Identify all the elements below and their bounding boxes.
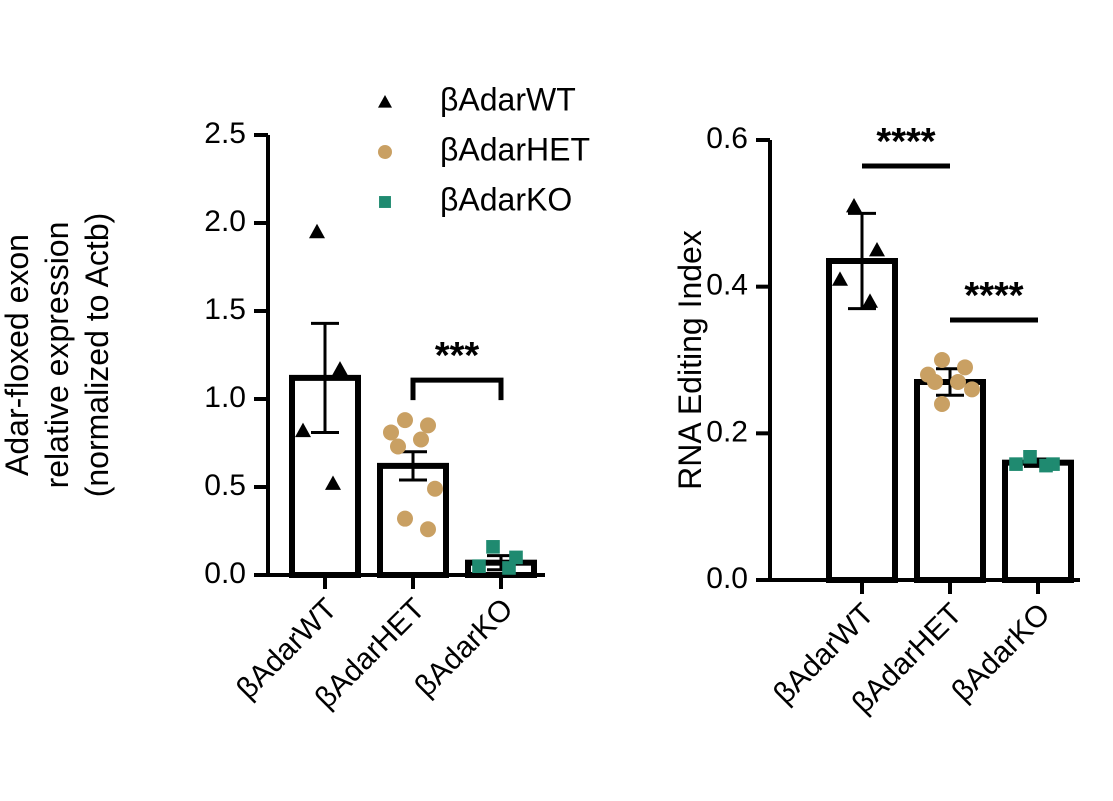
y-tick-label: 1.5 (204, 293, 246, 326)
data-point (309, 223, 325, 239)
bar (826, 258, 898, 583)
x-tick-label: βAdarKO (409, 592, 520, 703)
data-point (472, 559, 486, 573)
data-point (1023, 450, 1037, 464)
data-point (295, 422, 311, 438)
bar (1002, 459, 1074, 583)
y-tick-label: 2.5 (204, 117, 246, 150)
data-point (397, 412, 413, 429)
data-point (950, 374, 966, 390)
y-tick-label: 0.5 (204, 469, 246, 502)
y-axis-label-line: Adar-floxed exon (0, 234, 35, 476)
data-point (413, 431, 429, 448)
legend-label: βAdarKO (440, 181, 572, 217)
significance-label: **** (964, 275, 1023, 317)
y-tick-label: 0.0 (706, 562, 748, 595)
y-tick-label: 0.6 (706, 122, 748, 155)
y-tick-label: 2.0 (204, 205, 246, 238)
data-point (934, 396, 950, 412)
data-point (378, 95, 392, 108)
y-axis-label-line: (normalized to Actb) (79, 213, 115, 498)
data-point (486, 540, 500, 554)
y-tick-label: 0.4 (706, 269, 748, 302)
significance-bracket (410, 377, 504, 401)
y-axis-label: RNA Editing Index (672, 230, 708, 490)
legend-label: βAdarHET (440, 131, 590, 167)
data-point (1009, 457, 1023, 471)
data-point (957, 359, 973, 376)
y-axis-label-line: relative expression (39, 222, 75, 489)
data-point (397, 510, 413, 527)
legend-label: βAdarWT (440, 81, 576, 117)
data-point (832, 271, 848, 286)
data-point (420, 417, 436, 434)
data-point (332, 361, 348, 376)
data-point (379, 196, 391, 208)
bar (914, 379, 986, 583)
data-point (427, 480, 443, 497)
y-axis-label-line: RNA Editing Index (672, 230, 708, 490)
y-tick-label: 0.2 (706, 415, 748, 448)
data-point (502, 561, 516, 575)
y-tick-label: 1.0 (204, 381, 246, 414)
y-tick-label: 0.0 (204, 557, 246, 590)
y-axis-label: Adar-floxed exon relative expression (norm… (0, 213, 115, 498)
significance-label: *** (435, 335, 480, 377)
data-point (964, 381, 980, 398)
data-point (862, 293, 878, 308)
data-point (934, 352, 950, 368)
data-point (509, 550, 523, 565)
significance-label: **** (876, 121, 935, 163)
data-point (420, 521, 436, 538)
data-point (927, 374, 943, 390)
data-point (869, 242, 885, 257)
x-tick-label: βAdarKO (946, 597, 1057, 708)
data-point (383, 424, 399, 441)
data-point (1039, 458, 1053, 473)
data-point (390, 438, 406, 455)
data-point (378, 145, 392, 159)
data-point (846, 198, 862, 213)
data-point (325, 475, 341, 490)
